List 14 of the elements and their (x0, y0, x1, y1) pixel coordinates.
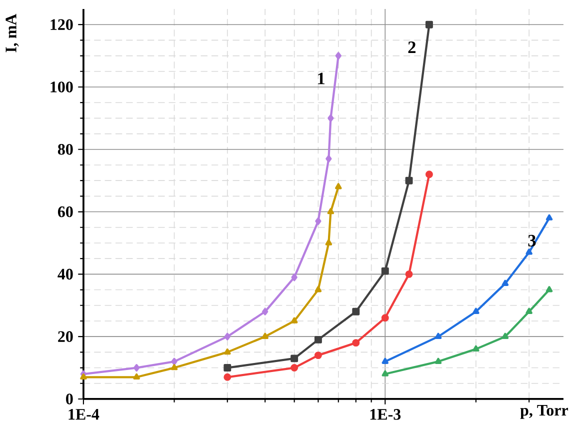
y-tick-label: 60 (58, 206, 73, 218)
y-tick-label: 80 (58, 144, 73, 155)
annotation: 2 (408, 42, 416, 53)
annotation: 1 (318, 72, 325, 84)
annotation: 3 (528, 234, 536, 247)
y-tick-label: 100 (50, 82, 73, 92)
x-tick-label: 1E-4 (68, 409, 100, 420)
x-tick-label: 1E-3 (370, 409, 401, 420)
y-axis-title: I, mA (6, 14, 19, 52)
y-tick-label: 0 (66, 394, 73, 404)
y-tick-label: 120 (50, 19, 73, 30)
x-axis-title: p, Torr (520, 405, 568, 419)
y-tick-label: 20 (58, 331, 73, 342)
y-tick-label: 40 (58, 268, 73, 280)
